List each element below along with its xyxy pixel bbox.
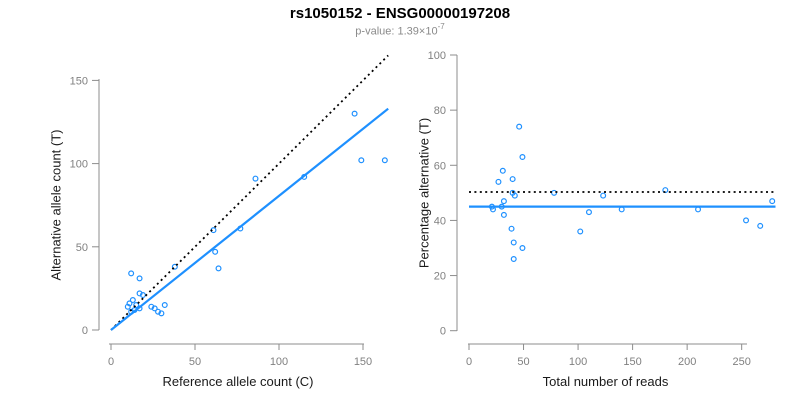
- data-point: [519, 154, 526, 161]
- data-point: [743, 217, 750, 224]
- data-point: [499, 167, 506, 174]
- y-tick-label: 40: [434, 215, 446, 227]
- right-scatter-plot: 0 50 100 150 200 250 0 20 40 60 80 100: [428, 50, 776, 368]
- identity-line: [110, 54, 389, 331]
- y-tick-label: 50: [76, 242, 88, 254]
- data-point: [128, 270, 135, 277]
- y-tick-label: 0: [82, 325, 88, 337]
- left-x-axis-title: Reference allele count (C): [162, 374, 314, 389]
- x-tick-label: 150: [623, 356, 641, 368]
- data-point: [577, 228, 584, 235]
- y-tick-label: 80: [434, 105, 446, 117]
- data-point: [508, 225, 515, 232]
- data-point: [500, 211, 507, 218]
- data-point: [351, 110, 358, 117]
- data-point: [516, 123, 523, 130]
- y-tick-label: 0: [440, 326, 446, 338]
- x-tick-label: 250: [732, 356, 750, 368]
- x-tick-label: 200: [678, 356, 696, 368]
- data-point: [212, 248, 219, 255]
- data-point: [500, 198, 507, 205]
- x-tick-label: 50: [189, 356, 201, 368]
- p-value-text: p-value: 1.39×10: [355, 25, 438, 38]
- y-tick-label: 150: [70, 75, 88, 87]
- data-point: [126, 300, 133, 307]
- x-tick-label: 0: [108, 356, 114, 368]
- x-tick-label: 50: [517, 356, 529, 368]
- right-x-axis-title: Total number of reads: [542, 374, 669, 389]
- p-value-subtitle: p-value: 1.39×10-7: [0, 22, 800, 38]
- data-point: [509, 176, 516, 183]
- data-point: [171, 263, 178, 270]
- data-point: [136, 275, 143, 282]
- x-tick-label: 150: [354, 356, 372, 368]
- data-point: [358, 157, 365, 164]
- x-tick-label: 0: [466, 356, 472, 368]
- data-point: [158, 310, 165, 317]
- x-tick-label: 100: [569, 356, 587, 368]
- right-y-axis-title: Percentage alternative (T): [416, 117, 432, 269]
- y-tick-label: 60: [434, 160, 446, 172]
- data-point: [600, 192, 607, 199]
- data-point: [252, 175, 259, 182]
- data-point: [381, 157, 388, 164]
- data-point: [757, 222, 764, 229]
- data-point: [510, 239, 517, 246]
- data-point: [129, 297, 136, 304]
- left-y-axis-title: Alternative allele count (T): [48, 129, 64, 281]
- x-tick-label: 100: [270, 356, 288, 368]
- data-point: [215, 265, 222, 272]
- y-tick-label: 100: [428, 50, 446, 62]
- data-point: [133, 302, 140, 309]
- data-point: [161, 302, 168, 309]
- data-point: [510, 256, 517, 263]
- left-scatter-plot: 0 50 100 150 0 50 100 150: [70, 54, 389, 368]
- regression-line: [110, 107, 389, 331]
- data-point: [495, 178, 502, 185]
- data-point: [519, 244, 526, 251]
- data-point: [585, 209, 592, 216]
- data-point: [151, 305, 158, 312]
- chart-title: rs1050152 - ENSG00000197208: [289, 5, 511, 22]
- y-tick-label: 20: [434, 271, 446, 283]
- p-value-exponent: -7: [437, 22, 445, 31]
- y-tick-label: 100: [70, 159, 88, 171]
- data-point: [511, 192, 518, 199]
- data-point: [769, 198, 776, 205]
